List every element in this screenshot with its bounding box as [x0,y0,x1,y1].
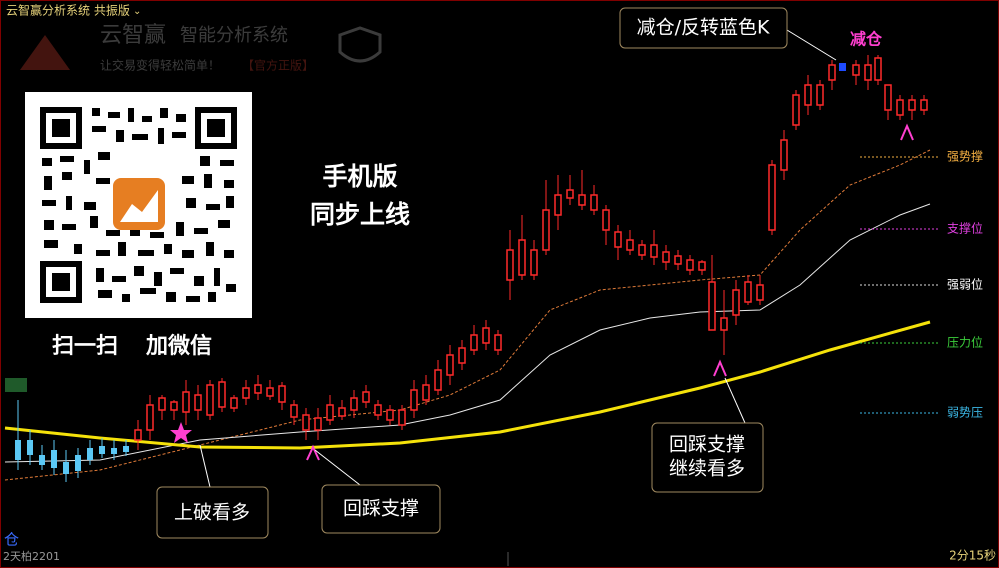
ma-strong-support [4,149,931,481]
level-label: 强弱位 [947,277,983,292]
watermark-brand: 云智赢 [100,23,166,48]
level-label: 弱势压 [947,406,983,420]
support-marker [713,359,727,377]
buy-star [170,422,192,443]
ma-pressure [4,320,931,450]
status-left: 2天柏2201 [3,549,60,563]
callout-text: 回踩支撑 [343,498,419,520]
level-label: 强势撑 [947,149,983,164]
callout-text: 继续看多 [669,458,745,480]
watermark-tag: 【官方正版】 [242,58,314,73]
level-label: 压力位 [947,335,983,350]
watermark-shield [338,26,382,63]
callout-pointer [199,444,211,488]
candle-bodies [134,57,928,441]
promo-wechat: 加微信 [145,333,212,359]
watermark: 云智赢 智能分析系统 让交易变得轻松简单！ 【官方正版】 [20,23,382,73]
level-label: 支撑位 [947,221,983,236]
signal-flag [5,378,27,392]
promo-line1: 手机版 [322,162,397,191]
support-marker [900,123,914,141]
support-marker [306,444,320,461]
window-title: 云智赢分析系统 共振版 [6,3,130,18]
callout-text: 回踩支撑 [669,434,745,456]
ma-strength [4,203,931,463]
callout-box [651,422,764,493]
callout-text: 减仓/反转蓝色K [637,17,770,39]
qr-code [25,92,252,318]
callout-pointer [786,29,837,61]
qr-logo-mark [120,190,158,222]
callouts: 减仓/反转蓝色K 减仓 上破看多 回踩支撑 回踩支撑 继续看多 [156,7,883,539]
callout-box [619,7,788,49]
reduce-label: 减仓 [850,30,883,49]
promo-line2: 同步上线 [310,200,410,229]
dropdown-arrow: ⌄ [133,6,141,17]
watermark-product: 智能分析系统 [180,25,288,46]
blue-candle [839,63,846,71]
candle-bodies-early [15,440,129,474]
watermark-slogan: 让交易变得轻松简单！ [100,58,220,73]
callout-box [156,486,269,539]
position-label: 仓 [4,531,19,549]
callout-box [321,484,441,534]
promo-scan: 扫一扫 [52,334,118,359]
status-right: 2分15秒 [949,549,996,563]
watermark-logo [20,35,70,70]
callout-pointer [724,377,746,424]
callout-pointer [314,449,361,486]
qr-pattern [40,107,237,303]
callout-text: 上破看多 [174,502,250,524]
